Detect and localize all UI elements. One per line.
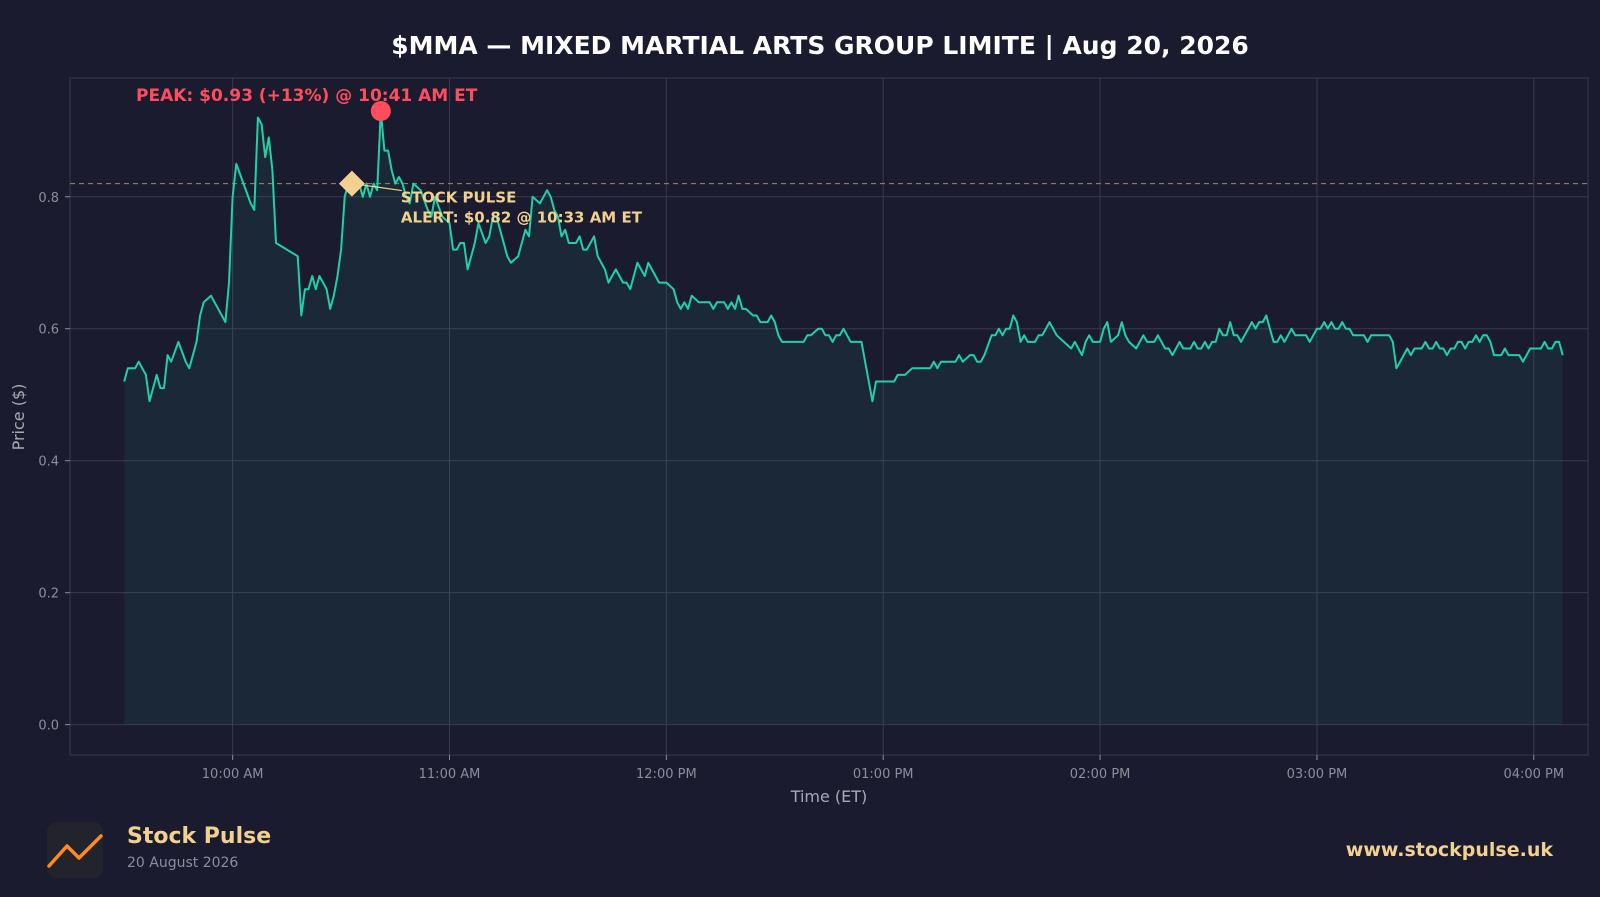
x-tick-label: 04:00 PM	[1503, 767, 1564, 782]
peak-label: PEAK: $0.93 (+13%) @ 10:41 AM ET	[136, 86, 478, 106]
logo-trend-line	[47, 834, 103, 868]
x-tick-label: 11:00 AM	[419, 767, 481, 782]
peak-marker	[370, 100, 391, 121]
y-tick-label: 0.2	[38, 587, 59, 602]
price-series-line	[123, 110, 1564, 403]
alert-label: STOCK PULSE ALERT: $0.82 @ 10:33 AM ET	[401, 189, 643, 227]
x-tick-label: 01:00 PM	[853, 767, 914, 782]
footer-url[interactable]: www.stockpulse.uk	[1345, 839, 1553, 861]
x-tick-label: 10:00 AM	[202, 767, 264, 782]
price-area-fill	[124, 111, 1563, 725]
axis-ticks: 0.0 0.2 0.4 0.6 0.8 10:00 AM 11:00 AM 12:00 PM 0…	[38, 191, 1564, 782]
x-tick-label: 12:00 PM	[636, 767, 697, 782]
chart-title: $MMA — MIXED MARTIAL ARTS GROUP LIMITE |…	[391, 31, 1249, 60]
y-tick-label: 0.6	[38, 323, 59, 338]
alert-diamond-marker	[338, 170, 365, 197]
y-tick-label: 0.8	[38, 191, 59, 206]
y-tick-label: 0.0	[38, 719, 59, 734]
y-axis-label: Price ($)	[9, 384, 28, 451]
plot-frame	[69, 77, 1589, 756]
alert-label-line1: STOCK PULSE	[401, 189, 516, 207]
footer-date: 20 August 2026	[127, 855, 239, 871]
alert-label-line2: ALERT: $0.82 @ 10:33 AM ET	[401, 209, 643, 227]
x-tick-label: 02:00 PM	[1070, 767, 1131, 782]
x-tick-label: 03:00 PM	[1287, 767, 1348, 782]
x-axis-label: Time (ET)	[790, 787, 868, 806]
y-tick-label: 0.4	[38, 455, 59, 470]
footer-brand-name: Stock Pulse	[127, 824, 272, 849]
stock-pulse-logo-icon	[47, 822, 103, 878]
